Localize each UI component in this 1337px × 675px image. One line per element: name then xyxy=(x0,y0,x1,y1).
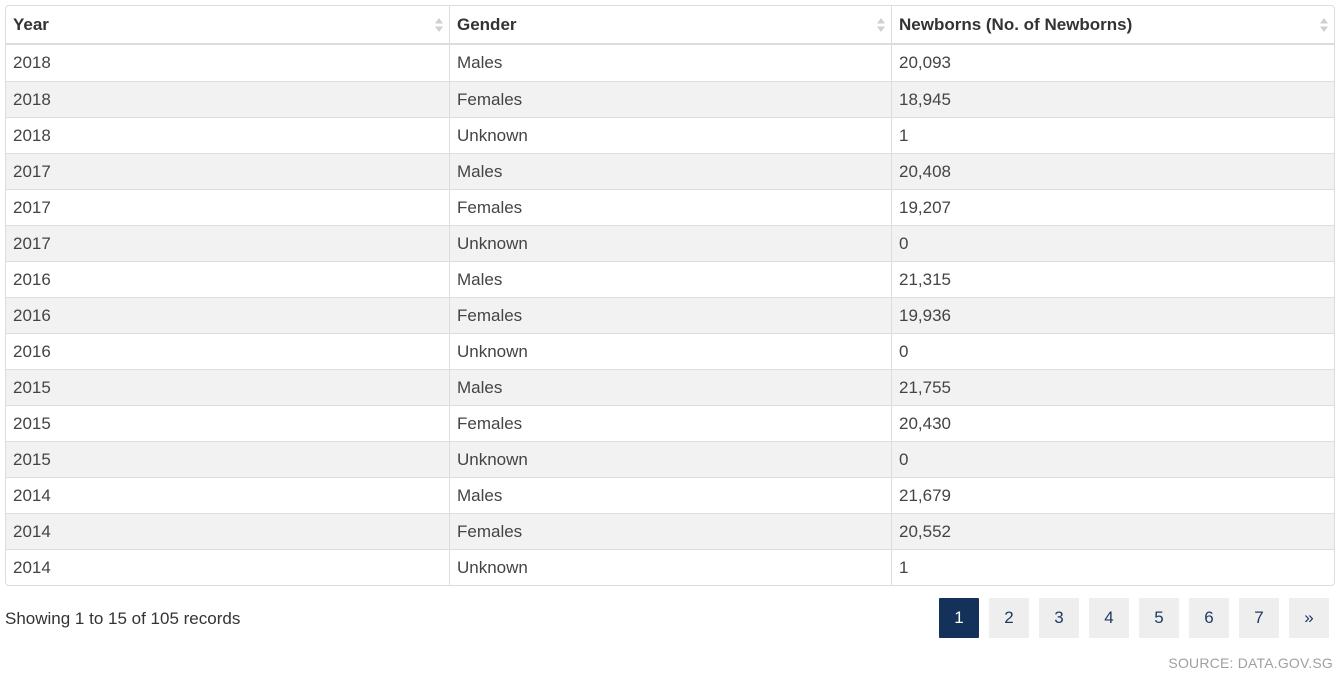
cell-gender: Females xyxy=(449,405,891,441)
cell-newborns: 20,552 xyxy=(891,513,1334,549)
table-row: 2017 Males 20,408 xyxy=(6,153,1334,189)
table-row: 2015 Males 21,755 xyxy=(6,369,1334,405)
table-row: 2017 Females 19,207 xyxy=(6,189,1334,225)
cell-newborns: 0 xyxy=(891,333,1334,369)
table-row: 2018 Females 18,945 xyxy=(6,81,1334,117)
cell-year: 2018 xyxy=(6,117,449,153)
page-button-7[interactable]: 7 xyxy=(1239,598,1279,638)
cell-gender: Males xyxy=(449,477,891,513)
table-row: 2014 Females 20,552 xyxy=(6,513,1334,549)
table-row: 2018 Unknown 1 xyxy=(6,117,1334,153)
cell-gender: Unknown xyxy=(449,441,891,477)
cell-gender: Females xyxy=(449,189,891,225)
page-button-2[interactable]: 2 xyxy=(989,598,1029,638)
cell-gender: Unknown xyxy=(449,549,891,585)
cell-year: 2018 xyxy=(13,53,51,72)
cell-newborns: 18,945 xyxy=(891,81,1334,117)
cell-year: 2015 xyxy=(6,405,449,441)
cell-gender: Males xyxy=(449,261,891,297)
cell-newborns: 20,408 xyxy=(891,153,1334,189)
cell-year: 2018 xyxy=(6,81,449,117)
cell-gender: Females xyxy=(449,81,891,117)
column-header-year[interactable]: Year xyxy=(6,6,449,45)
cell-gender: Unknown xyxy=(449,117,891,153)
cell-year: 2015 xyxy=(6,441,449,477)
table-row: 2014 Unknown 1 xyxy=(6,549,1334,585)
column-header-newborns[interactable]: Newborns (No. of Newborns) xyxy=(891,6,1334,45)
sort-both-icon[interactable] xyxy=(877,17,885,33)
cell-year: 2017 xyxy=(6,189,449,225)
page-button-5[interactable]: 5 xyxy=(1139,598,1179,638)
cell-newborns: 20,430 xyxy=(891,405,1334,441)
page-button-1[interactable]: 1 xyxy=(939,598,979,638)
cell-year: 2015 xyxy=(6,369,449,405)
sort-both-icon[interactable] xyxy=(1320,17,1328,33)
cell-gender: Females xyxy=(449,513,891,549)
page-button-6[interactable]: 6 xyxy=(1189,598,1229,638)
cell-newborns: 19,936 xyxy=(891,297,1334,333)
column-header-label: Gender xyxy=(457,14,517,34)
page-button-4[interactable]: 4 xyxy=(1089,598,1129,638)
cell-year: 2017 xyxy=(6,225,449,261)
table-row: 2017 Unknown 0 xyxy=(6,225,1334,261)
source-credit: SOURCE: DATA.GOV.SG xyxy=(1168,655,1333,671)
cell-gender: Unknown xyxy=(449,333,891,369)
cell-year: 2014 xyxy=(6,477,449,513)
table-row: 2018 Males 20,093 xyxy=(6,45,1334,81)
cell-newborns: 0 xyxy=(891,225,1334,261)
cell-gender: Unknown xyxy=(449,225,891,261)
table-row: 2016 Unknown 0 xyxy=(6,333,1334,369)
cell-gender: Females xyxy=(449,297,891,333)
table-row: 2014 Males 21,679 xyxy=(6,477,1334,513)
cell-newborns: 1 xyxy=(891,117,1334,153)
cell-newborns: 21,315 xyxy=(891,261,1334,297)
sort-both-icon[interactable] xyxy=(435,17,443,33)
records-info: Showing 1 to 15 of 105 records xyxy=(5,609,241,628)
cell-newborns: 21,755 xyxy=(891,369,1334,405)
table-row: 2016 Females 19,936 xyxy=(6,297,1334,333)
table-row: 2016 Males 21,315 xyxy=(6,261,1334,297)
cell-year: 2016 xyxy=(6,297,449,333)
next-page-button[interactable]: » xyxy=(1289,598,1329,638)
cell-gender: Males xyxy=(449,369,891,405)
column-header-gender[interactable]: Gender xyxy=(449,6,891,45)
cell-year: 2016 xyxy=(6,261,449,297)
cell-newborns: 20,093 xyxy=(891,45,1334,81)
column-header-label: Newborns (No. of Newborns) xyxy=(899,14,1133,34)
cell-newborns: 1 xyxy=(891,549,1334,585)
table-header-row: Year Gender Newborns (No. of Newborns) xyxy=(6,6,1334,45)
table-row: 2015 Females 20,430 xyxy=(6,405,1334,441)
cell-gender: Males xyxy=(449,45,891,81)
newborns-table: Year Gender Newborns (No. of Newborns) xyxy=(5,5,1335,586)
data-table-container: Year Gender Newborns (No. of Newborns) xyxy=(5,5,1335,586)
pagination: 1 2 3 4 5 6 7 » xyxy=(929,598,1329,638)
column-header-label: Year xyxy=(13,14,49,34)
cell-gender: Males xyxy=(449,153,891,189)
page-button-3[interactable]: 3 xyxy=(1039,598,1079,638)
cell-year: 2014 xyxy=(6,549,449,585)
cell-newborns: 21,679 xyxy=(891,477,1334,513)
cell-newborns: 19,207 xyxy=(891,189,1334,225)
table-row: 2015 Unknown 0 xyxy=(6,441,1334,477)
cell-year: 2016 xyxy=(6,333,449,369)
cell-year: 2014 xyxy=(6,513,449,549)
cell-year: 2017 xyxy=(6,153,449,189)
cell-newborns: 0 xyxy=(891,441,1334,477)
